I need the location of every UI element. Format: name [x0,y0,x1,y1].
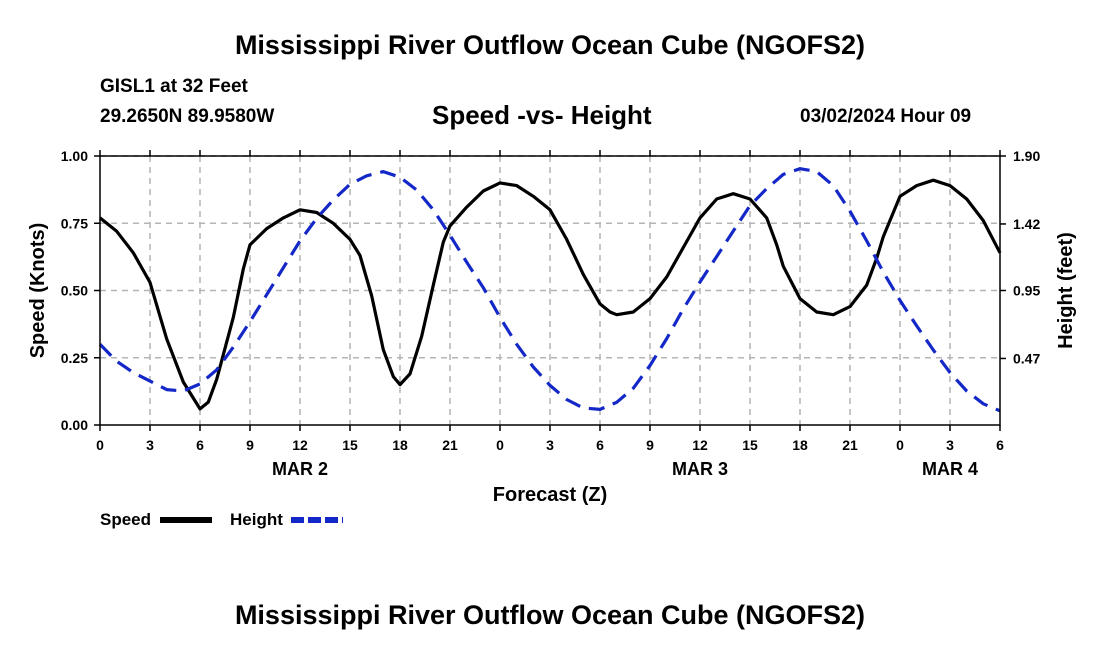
y2-tick-label: 0.47 [1013,350,1040,366]
x-tick-label: 12 [692,437,708,453]
x-tick: 18 [392,150,408,453]
x-tick-label: 21 [842,437,858,453]
legend: Speed Height [100,510,343,529]
x-tick: 18 [792,150,808,453]
x-tick-label: 0 [96,437,104,453]
x-tick-label: 12 [292,437,308,453]
x-tick: 15 [342,150,358,453]
legend-item-speed: Speed [100,510,212,529]
y-axis-label: Speed (Knots) [27,223,49,359]
x-tick: 6 [196,150,204,453]
x-tick: 6 [996,150,1004,453]
x-tick-label: 0 [896,437,904,453]
x-tick-label: 9 [646,437,654,453]
y2-axis-label: Height (feet) [1055,232,1077,349]
y2-tick: 0.95 [1000,283,1040,299]
y-tick-label: 0.50 [61,283,88,299]
y2-tick-label: 0.95 [1013,283,1040,299]
x-tick: 3 [946,150,954,453]
x-tick: 0 [896,150,904,453]
series-speed-line [98,178,1002,411]
legend-label: Speed [100,510,151,529]
date-label: MAR 4 [922,459,978,479]
y-tick: 0.25 [61,350,100,366]
x-tick: 0 [96,150,104,453]
station-label: GISL1 at 32 Feet [100,76,248,97]
x-tick-label: 21 [442,437,458,453]
x-tick-label: 15 [742,437,758,453]
x-tick-label: 18 [792,437,808,453]
y2-tick-label: 1.42 [1013,216,1040,232]
x-tick-label: 6 [196,437,204,453]
y-tick: 1.00 [61,148,100,164]
x-tick: 3 [546,150,554,453]
y2-tick: 0.47 [1000,350,1040,366]
x-tick: 9 [646,150,654,453]
x-tick: 15 [742,150,758,453]
y-tick-label: 0.00 [61,417,88,433]
legend-item-height: Height [230,510,343,529]
date-label: MAR 3 [672,459,728,479]
x-axis-label: Forecast (Z) [493,484,607,506]
chart-title: Mississippi River Outflow Ocean Cube (NG… [234,30,866,60]
footer-title: Mississippi River Outflow Ocean Cube (NG… [234,600,866,630]
x-tick: 21 [842,150,858,453]
y-tick: 0.75 [61,215,100,231]
forecast-datetime: 03/02/2024 Hour 09 [800,106,972,127]
x-tick: 3 [146,150,154,453]
x-tick: 9 [246,150,254,453]
series-height-line [98,167,1001,413]
x-tick-label: 18 [392,437,408,453]
y-tick-label: 0.25 [61,350,88,366]
x-tick-label: 3 [546,437,554,453]
chart-subtitle: Speed -vs- Height [432,100,652,130]
y-tick-label: 0.75 [61,215,88,231]
x-tick: 6 [596,150,604,453]
date-label: MAR 2 [272,459,328,479]
x-tick: 12 [692,150,708,453]
x-tick-label: 3 [146,437,154,453]
x-tick: 0 [496,150,504,453]
x-tick-label: 6 [596,437,604,453]
x-tick: 12 [292,150,308,453]
legend-label: Height [230,510,283,529]
y2-tick-label: 1.90 [1013,148,1040,164]
x-tick-label: 6 [996,437,1004,453]
x-tick: 21 [442,150,458,453]
y-tick-label: 1.00 [61,148,88,164]
x-tick-label: 0 [496,437,504,453]
x-tick-label: 15 [342,437,358,453]
coordinates-label: 29.2650N 89.9580W [100,106,275,127]
x-tick-label: 9 [246,437,254,453]
y-tick: 0.50 [61,283,100,299]
x-tick-label: 3 [946,437,954,453]
y-tick: 0.00 [61,417,100,433]
y2-tick: 1.42 [1000,216,1040,232]
y2-tick: 1.90 [1000,148,1040,164]
